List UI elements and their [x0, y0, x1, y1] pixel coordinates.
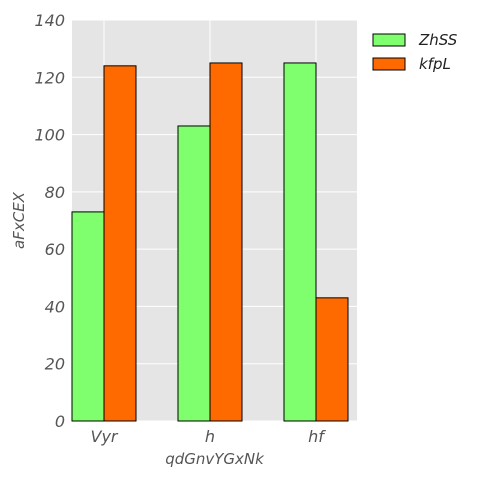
- y-tick-label: 0: [55, 412, 65, 431]
- bar-ZhSS-hf: [283, 62, 317, 422]
- bar-kfpL-h: [209, 62, 243, 422]
- x-tick-label: Vyr: [91, 427, 119, 446]
- legend-swatch-kfpL: [372, 57, 406, 71]
- y-axis-label: aFxCEX: [10, 191, 28, 249]
- y-tick-label: 20: [45, 355, 65, 374]
- y-tick-labels: 0 20 40 60 80 100 120 140: [34, 11, 65, 431]
- y-tick-label: 100: [34, 126, 65, 145]
- x-tick-label: h: [205, 427, 215, 446]
- y-tick-label: 40: [45, 297, 65, 316]
- legend-swatch-ZhSS: [372, 33, 406, 47]
- bar-kfpL-hf: [315, 297, 349, 422]
- bar-ZhSS-Vyr: [71, 211, 105, 422]
- y-tick-label: 60: [45, 240, 65, 259]
- x-axis-label: qdGnvYGxNk: [165, 450, 265, 468]
- legend: ZhSS kfpL: [372, 31, 458, 73]
- bars-group: [71, 62, 349, 422]
- legend-label-ZhSS: ZhSS: [418, 31, 458, 49]
- legend-label-kfpL: kfpL: [419, 55, 451, 73]
- bar-ZhSS-h: [177, 125, 211, 422]
- y-tick-label: 80: [45, 183, 65, 202]
- x-tick-label: hf: [308, 427, 326, 446]
- y-tick-label: 120: [34, 68, 65, 87]
- y-tick-label: 140: [34, 11, 65, 30]
- x-tick-labels: Vyr h hf: [91, 427, 327, 446]
- bar-kfpL-Vyr: [103, 65, 137, 422]
